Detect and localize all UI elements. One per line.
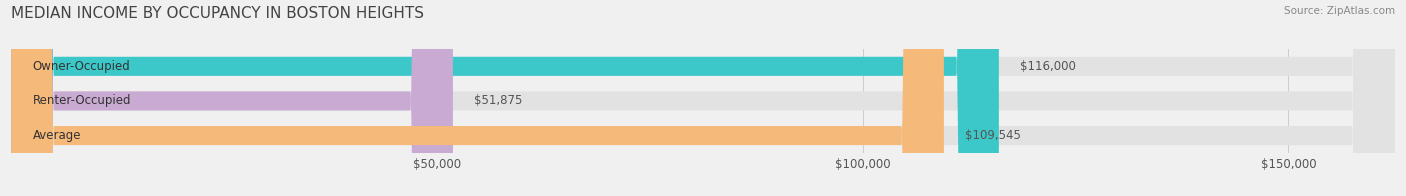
Text: Renter-Occupied: Renter-Occupied — [32, 94, 131, 107]
Text: MEDIAN INCOME BY OCCUPANCY IN BOSTON HEIGHTS: MEDIAN INCOME BY OCCUPANCY IN BOSTON HEI… — [11, 6, 425, 21]
FancyBboxPatch shape — [11, 0, 1395, 196]
FancyBboxPatch shape — [11, 0, 1395, 196]
Text: $109,545: $109,545 — [965, 129, 1021, 142]
Text: Owner-Occupied: Owner-Occupied — [32, 60, 131, 73]
Text: Source: ZipAtlas.com: Source: ZipAtlas.com — [1284, 6, 1395, 16]
Text: Average: Average — [32, 129, 82, 142]
FancyBboxPatch shape — [11, 0, 998, 196]
Text: $51,875: $51,875 — [474, 94, 523, 107]
FancyBboxPatch shape — [11, 0, 1395, 196]
FancyBboxPatch shape — [11, 0, 453, 196]
FancyBboxPatch shape — [11, 0, 943, 196]
Text: $116,000: $116,000 — [1021, 60, 1076, 73]
